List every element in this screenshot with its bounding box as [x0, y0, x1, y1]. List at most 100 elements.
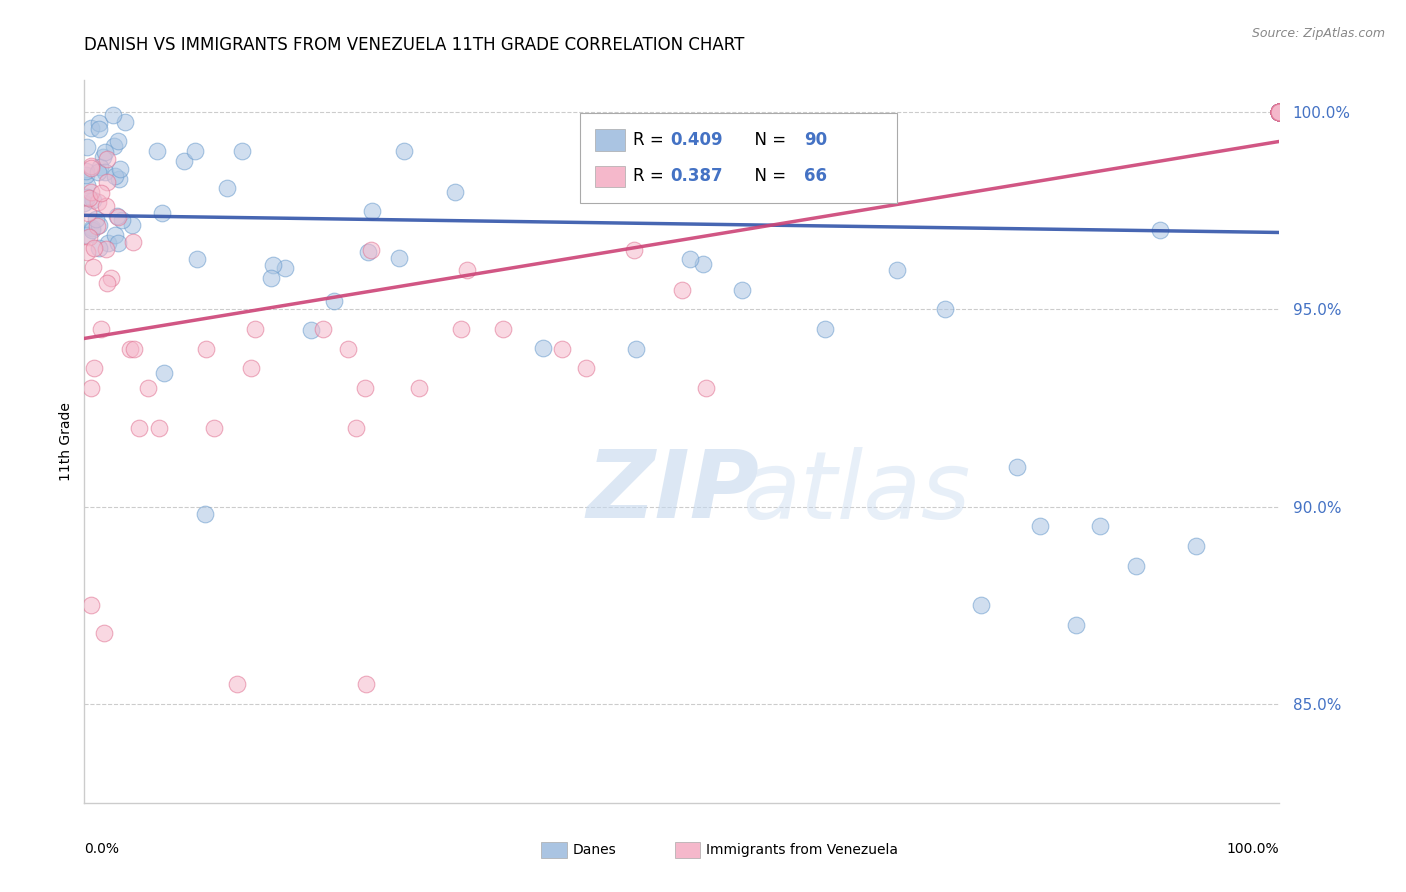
Point [93, 626, 115, 640]
Point [121, 219, 143, 233]
Point [388, 252, 411, 266]
Point [692, 256, 714, 270]
Point [1268, 104, 1291, 119]
Point [75, 168, 97, 182]
Point [1268, 104, 1291, 119]
Point [934, 302, 956, 317]
Text: 0.0%: 0.0% [84, 842, 120, 855]
Point [76, 245, 98, 260]
Point [89, 218, 111, 232]
Point [145, 145, 167, 159]
Point [87, 115, 110, 129]
Point [679, 252, 702, 266]
Point [671, 283, 693, 297]
Point [82, 260, 104, 274]
Point [80, 222, 103, 236]
Point [1268, 104, 1291, 119]
Point [138, 381, 160, 395]
Point [202, 421, 225, 435]
Point [107, 236, 129, 251]
Point [531, 341, 554, 355]
Point [186, 252, 208, 266]
Point [94, 165, 117, 179]
FancyBboxPatch shape [581, 112, 897, 203]
Point [394, 145, 416, 159]
Point [353, 381, 375, 395]
Point [83, 241, 105, 255]
Point [1268, 104, 1291, 119]
Point [1268, 104, 1291, 119]
Point [103, 139, 125, 153]
Point [150, 206, 173, 220]
Point [1268, 104, 1291, 119]
Point [90, 186, 112, 201]
Point [1268, 104, 1291, 119]
Point [77, 230, 100, 244]
Point [1268, 104, 1291, 119]
Point [551, 342, 574, 356]
Point [695, 381, 717, 395]
Point [408, 381, 430, 395]
Point [634, 145, 657, 159]
Point [80, 120, 103, 135]
Point [105, 209, 128, 223]
Point [1268, 104, 1291, 119]
Point [194, 342, 217, 356]
Point [76, 140, 98, 154]
Point [82, 193, 104, 207]
Text: 66: 66 [804, 168, 827, 186]
Point [1268, 104, 1291, 119]
Point [299, 323, 322, 337]
Point [1268, 104, 1291, 119]
Bar [595, 129, 624, 151]
Point [1268, 104, 1291, 119]
Point [96, 152, 118, 166]
Point [104, 169, 127, 184]
Text: Source: ZipAtlas.com: Source: ZipAtlas.com [1251, 27, 1385, 40]
Point [450, 322, 472, 336]
Point [114, 115, 136, 129]
Point [80, 599, 103, 613]
Point [260, 270, 283, 285]
Text: N =: N = [744, 168, 792, 186]
Point [84, 211, 107, 226]
Point [1268, 104, 1291, 119]
Point [118, 342, 141, 356]
Text: Immigrants from Venezuela: Immigrants from Venezuela [706, 843, 898, 857]
Point [1090, 519, 1112, 533]
Point [1268, 104, 1291, 119]
Point [80, 221, 103, 235]
Point [1268, 104, 1291, 119]
Point [1268, 104, 1291, 119]
Y-axis label: 11th Grade: 11th Grade [59, 402, 73, 481]
Point [1268, 104, 1291, 119]
Point [1268, 104, 1291, 119]
Point [80, 186, 103, 200]
Point [1268, 104, 1291, 119]
Point [243, 322, 266, 336]
Point [122, 235, 145, 249]
Point [225, 677, 247, 691]
Point [1268, 104, 1291, 119]
Point [1268, 104, 1291, 119]
Point [184, 145, 207, 159]
Point [83, 361, 105, 376]
Point [104, 228, 127, 243]
Point [79, 191, 101, 205]
Text: atlas: atlas [742, 447, 970, 538]
Point [173, 153, 195, 168]
Point [1268, 104, 1291, 119]
Point [337, 342, 360, 356]
Point [312, 322, 335, 336]
Point [1268, 104, 1291, 119]
Point [96, 276, 118, 290]
Point [731, 283, 754, 297]
Point [89, 121, 111, 136]
Point [94, 198, 117, 212]
Point [90, 322, 112, 336]
Point [194, 508, 217, 522]
Text: 90: 90 [804, 131, 827, 149]
Point [456, 262, 478, 277]
Point [100, 271, 122, 285]
Point [153, 366, 176, 380]
